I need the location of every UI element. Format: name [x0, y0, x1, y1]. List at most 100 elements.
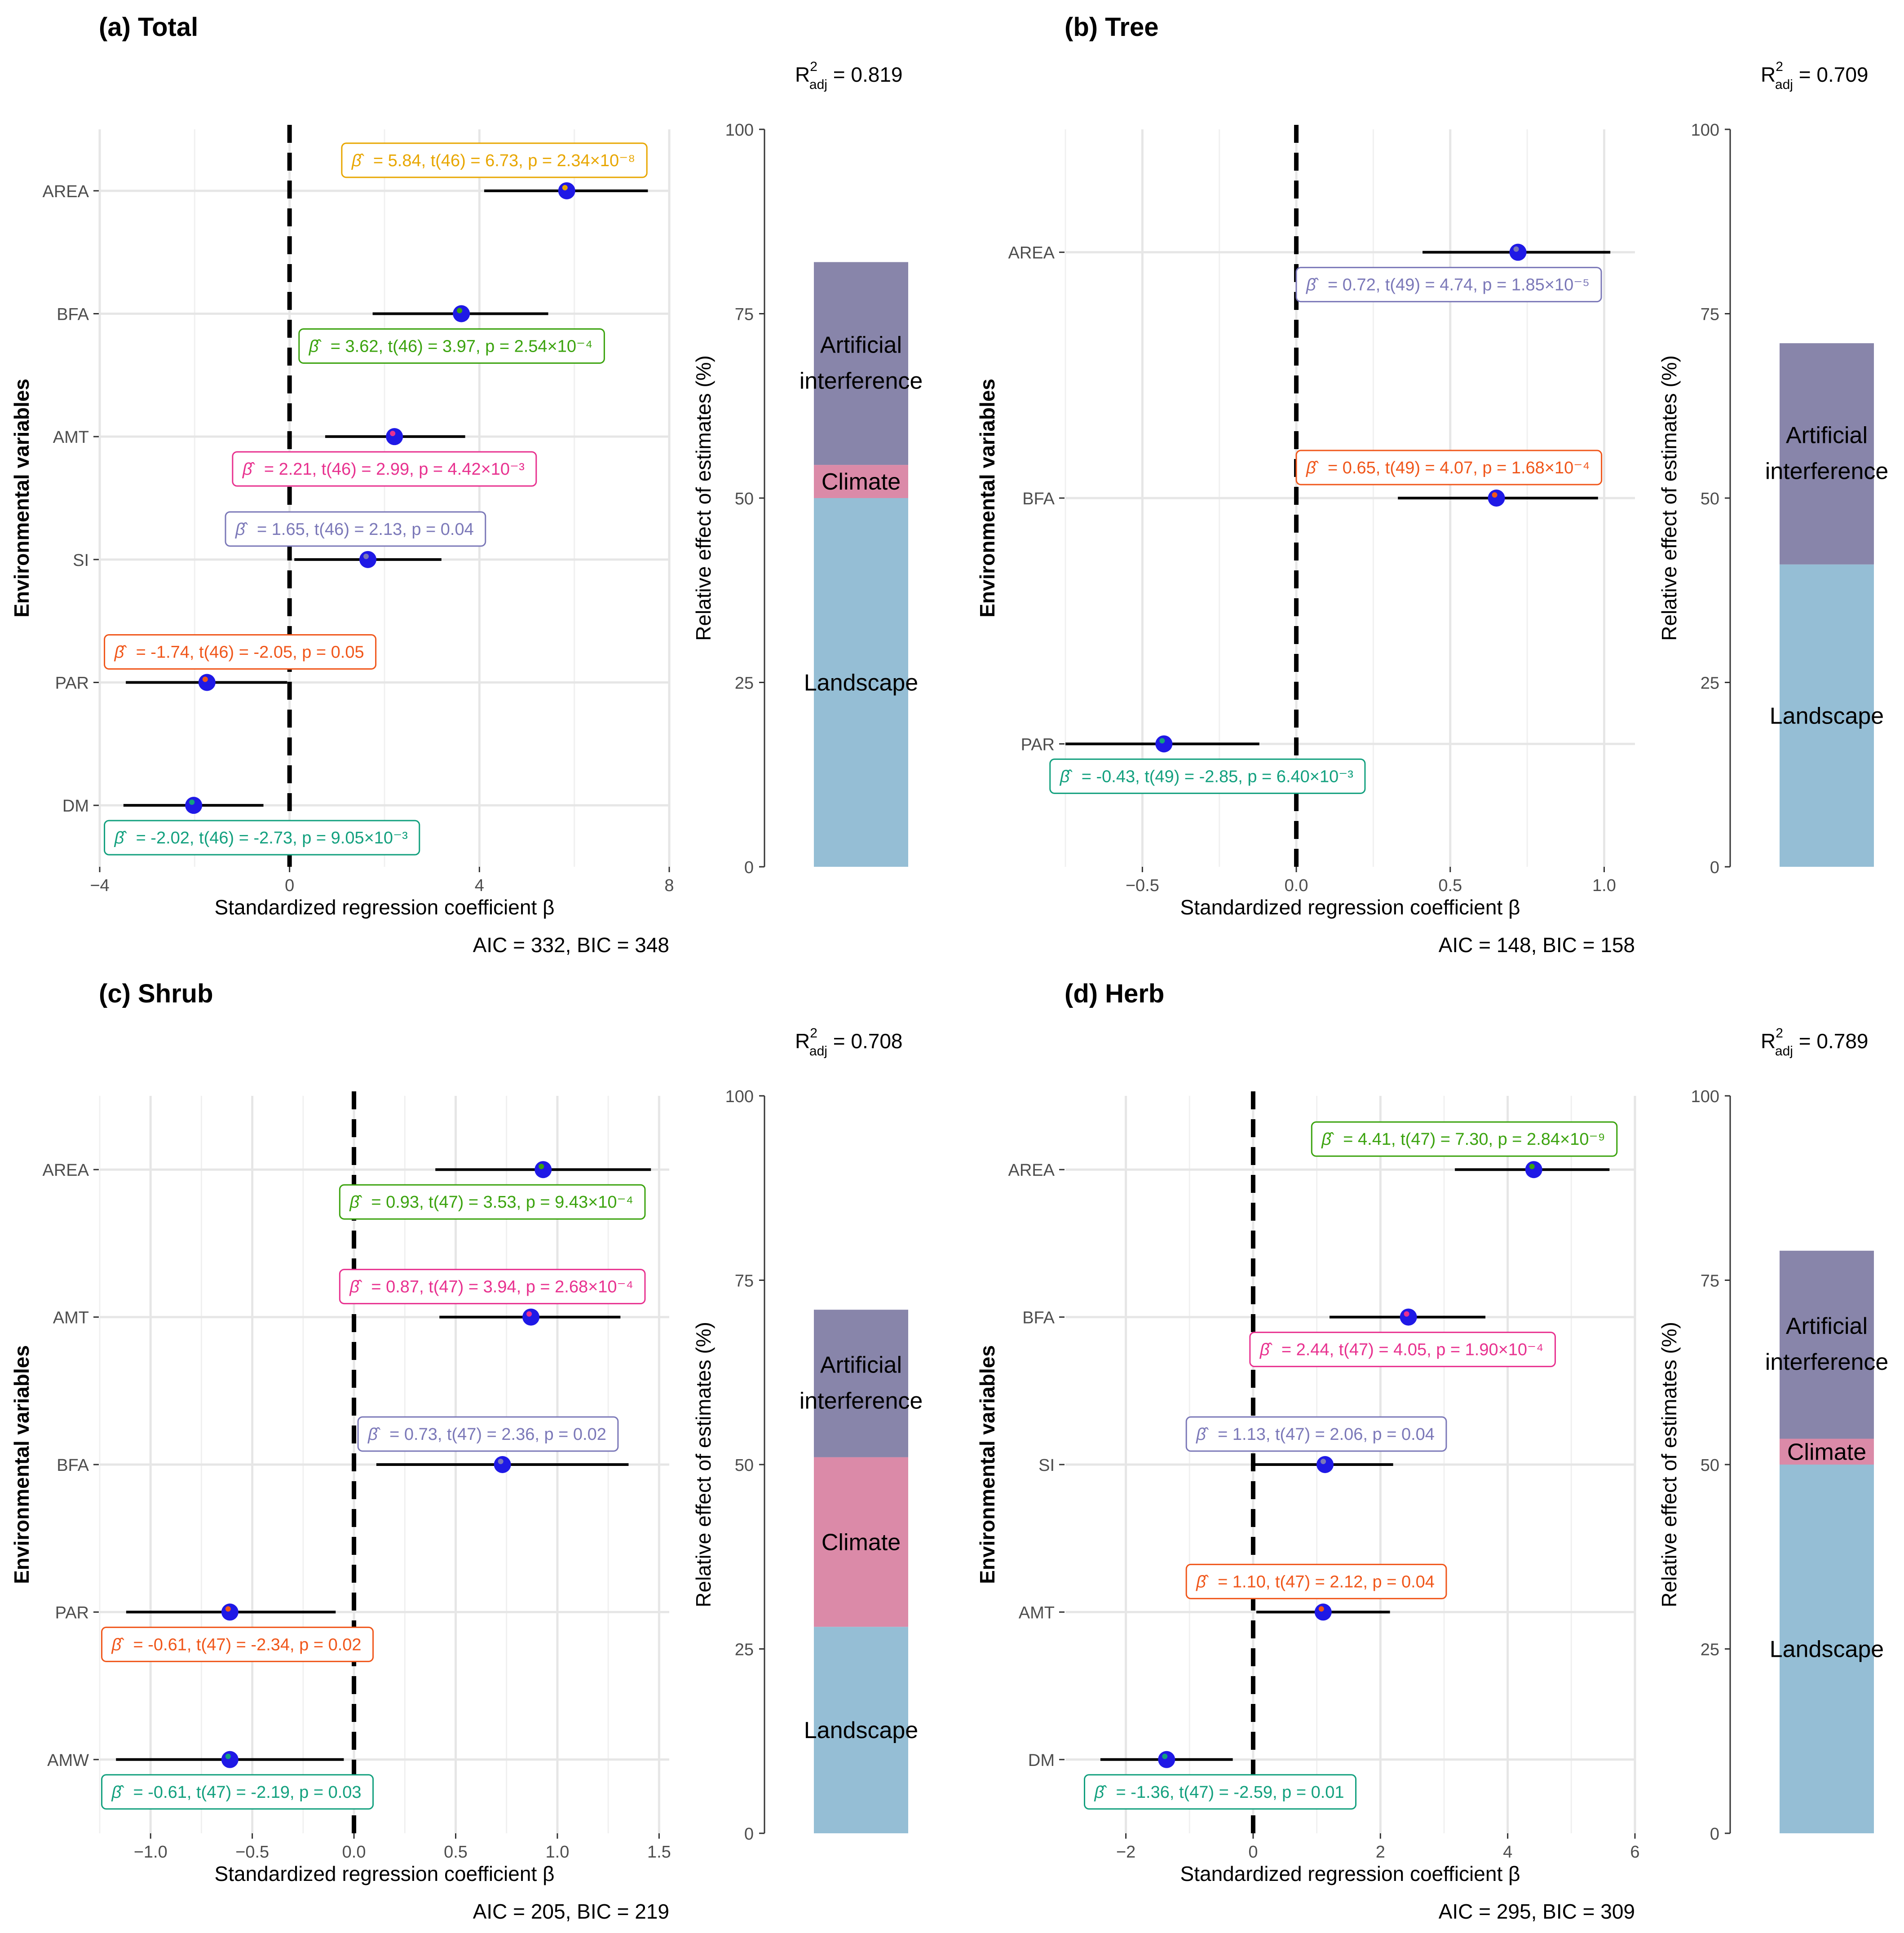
estimate-label-text: = 2.21, t(46) = 2.99, p = 4.42×10⁻³ [264, 460, 525, 479]
coefficient-point [221, 1603, 239, 1621]
point-accent [562, 185, 568, 190]
share-tick-label: 100 [725, 1087, 754, 1106]
estimate-label-box [232, 451, 537, 487]
x-tick-label: 0.5 [444, 1843, 468, 1862]
estimate-label-text: = -1.36, t(47) = -2.59, p = 0.01 [1116, 1783, 1344, 1802]
panel-title: (a) Total [99, 13, 198, 42]
coefficient-point [453, 305, 470, 322]
point-accent [1492, 492, 1498, 498]
x-tick-label: 0 [285, 876, 294, 895]
estimate-label-text: = -0.61, t(47) = -2.19, p = 0.03 [133, 1783, 362, 1802]
x-tick-label: 2 [1376, 1843, 1385, 1862]
y-tick-label: AREA [43, 182, 89, 201]
y-tick-label: BFA [57, 305, 89, 324]
share-segment-label: Artificial [1786, 1313, 1868, 1339]
panel-title: (b) Tree [1065, 13, 1159, 42]
share-segment-artificial-interference [1780, 343, 1874, 565]
point-accent [457, 308, 463, 313]
r2-superscript: 2 [1776, 59, 1783, 74]
x-tick-label: −0.5 [235, 1843, 269, 1862]
estimate-label-text: = -1.74, t(46) = -2.05, p = 0.05 [136, 643, 364, 662]
point-accent [1162, 1753, 1168, 1759]
y-tick-label: PAR [55, 1603, 89, 1622]
share-tick-label: 0 [744, 1825, 754, 1844]
share-segment-artificial-interference [1780, 1250, 1874, 1439]
y-tick-label: AMW [47, 1751, 89, 1770]
coefficient-point [198, 674, 216, 691]
x-axis-title: Standardized regression coefficient β [1180, 1862, 1520, 1885]
x-tick-label: −2 [1116, 1843, 1135, 1862]
x-tick-label: 0.0 [342, 1843, 366, 1862]
estimate-label-box [1295, 267, 1602, 303]
share-segment-climate [814, 1457, 908, 1627]
coefficient-point [558, 182, 575, 199]
share-segment-artificial-interference [814, 262, 908, 465]
share-segment-label: interference [1765, 458, 1889, 484]
panel-b-tree: (b) Tree R2 adj = 0.709 −0.5 0.0 0.5 1.0 Standa… [976, 13, 1888, 957]
x-tick-label: 0 [1248, 1843, 1258, 1862]
estimate-label-text: = 0.65, t(49) = 4.07, p = 1.68×10⁻⁴ [1328, 459, 1590, 477]
x-tick-label: 4 [475, 876, 484, 895]
estimate-label-text: = 3.62, t(46) = 3.97, p = 2.54×10⁻⁴ [331, 337, 593, 356]
coefficient-point [522, 1308, 540, 1326]
r2-symbol: R [1761, 1029, 1776, 1053]
point-accent [225, 1753, 231, 1759]
estimate-label: β̂ = -1.36, t(47) = -2.59, p = 0.01 [1084, 1774, 1357, 1810]
share-segment-label: interference [1765, 1349, 1889, 1375]
estimate-label: β̂ = 0.87, t(47) = 3.94, p = 2.68×10⁻⁴ [339, 1269, 646, 1305]
estimate-label-box [101, 1774, 374, 1810]
estimate-label-box [104, 634, 377, 670]
x-axis-title: Standardized regression coefficient β [215, 1862, 555, 1885]
estimate-label: β̂ = 2.21, t(46) = 2.99, p = 4.42×10⁻³ [232, 451, 537, 487]
estimate-label-box [339, 1184, 646, 1220]
r2-adjusted: R2 adj = 0.789 [1761, 1026, 1869, 1059]
x-tick-label: 0.5 [1438, 876, 1462, 895]
estimate-label-text: = -2.02, t(46) = -2.73, p = 9.05×10⁻³ [136, 829, 408, 847]
estimate-label: β̂ = -1.74, t(46) = -2.05, p = 0.05 [104, 634, 377, 670]
r2-subscript: adj [809, 1044, 827, 1059]
estimate-label-box [1185, 1563, 1447, 1599]
estimate-label: β̂ = 1.13, t(47) = 2.06, p = 0.04 [1185, 1416, 1447, 1452]
y-tick-label: PAR [1021, 735, 1055, 754]
x-tick-label: 0.0 [1285, 876, 1308, 895]
aic-bic: AIC = 148, BIC = 158 [1439, 933, 1635, 957]
estimate-label-box [1084, 1774, 1357, 1810]
point-accent [202, 676, 208, 682]
y-tick-label: PAR [55, 674, 89, 693]
share-tick-label: 75 [735, 305, 754, 324]
x-tick-label: 1.5 [647, 1843, 671, 1862]
estimate-label-text: = 0.72, t(49) = 4.74, p = 1.85×10⁻⁵ [1328, 276, 1590, 295]
share-segment-label: Landscape [1770, 703, 1884, 729]
share-axis-title: Relative effect of estimates (%) [1657, 355, 1681, 641]
r2-subscript: adj [809, 77, 827, 92]
r2-symbol: R [795, 1029, 810, 1053]
x-tick-label: −0.5 [1126, 876, 1159, 895]
point-accent [225, 1606, 231, 1612]
share-segment-artificial-interference [814, 1310, 908, 1457]
r2-adjusted: R2 adj = 0.709 [1761, 59, 1869, 92]
estimate-label: β̂ = -0.61, t(47) = -2.34, p = 0.02 [101, 1626, 374, 1662]
share-segment-label: Artificial [820, 332, 902, 358]
share-segment-landscape [814, 498, 908, 867]
estimate-label-box [298, 328, 605, 364]
coefficient-point [359, 551, 377, 568]
share-segment-label: Climate [1787, 1439, 1866, 1465]
share-tick-label: 25 [735, 674, 754, 693]
estimate-label-box [225, 511, 486, 547]
estimate-label: β̂ = 0.65, t(49) = 4.07, p = 1.68×10⁻⁴ [1295, 450, 1603, 485]
x-tick-label: 4 [1503, 1843, 1512, 1862]
y-axis-title: Environmental variables [10, 1345, 33, 1584]
r2-value: = 0.819 [827, 63, 903, 86]
estimate-label-box [1049, 758, 1366, 794]
share-tick-label: 50 [735, 490, 754, 508]
estimate-label-box [339, 1269, 646, 1305]
share-segment-label: Climate [822, 469, 901, 495]
panel-c-shrub: (c) Shrub R2 adj = 0.708 −1.0 −0.5 0.0 0.5 1.0 1… [10, 979, 923, 1923]
r2-superscript: 2 [810, 59, 817, 74]
estimate-label-box [101, 1626, 374, 1662]
y-tick-label: AMT [1019, 1603, 1055, 1622]
share-tick-label: 0 [1710, 1825, 1719, 1844]
r2-symbol: R [1761, 63, 1776, 86]
